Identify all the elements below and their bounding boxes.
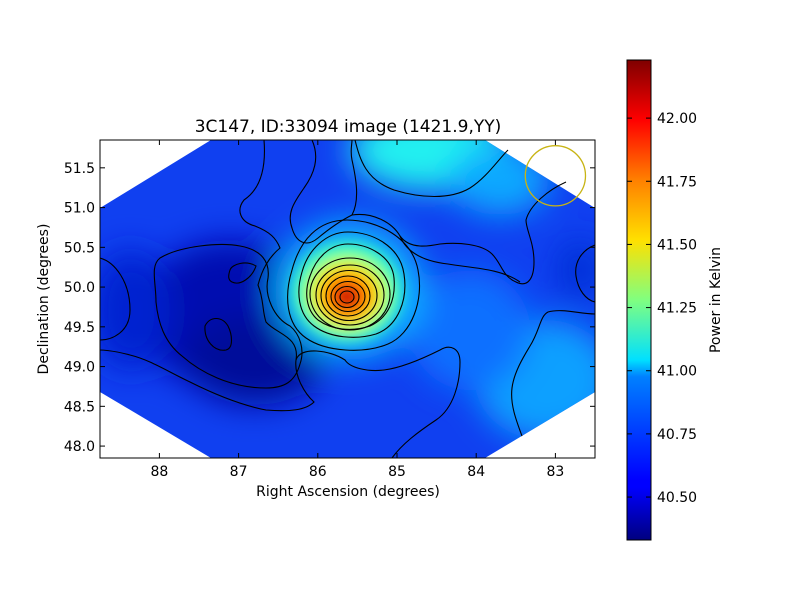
y-tick-label: 50.5: [64, 240, 95, 256]
colorbar-ticks: 40.50 40.75 41.00 41.25 41.50 41.75 42.00: [627, 111, 697, 506]
y-tick-label: 51.0: [64, 201, 95, 217]
y-axis-label: Declination (degrees): [36, 224, 52, 375]
y-axis-ticks: 48.0 48.5 49.0 49.5 50.0 50.5 51.0 51.5: [64, 161, 595, 455]
colorbar-tick-label: 41.50: [657, 237, 697, 253]
colorbar-tick-label: 40.50: [657, 490, 697, 506]
x-tick-label: 88: [150, 464, 168, 480]
colorbar-label: Power in Kelvin: [708, 247, 724, 353]
beam-circle: [524, 145, 587, 207]
colorbar-tick-label: 41.75: [657, 174, 697, 190]
colorbar: 40.50 40.75 41.00 41.25 41.50 41.75 42.00 Powe…: [626, 59, 724, 541]
y-tick-label: 49.0: [64, 360, 95, 376]
y-tick-label: 50.0: [64, 280, 95, 296]
colorbar-tick-label: 40.75: [657, 427, 697, 443]
contour-lines: [100, 140, 595, 458]
x-tick-label: 87: [230, 464, 248, 480]
plot-frame: [99, 139, 596, 459]
y-tick-label: 49.5: [64, 320, 95, 336]
x-axis-label: Right Ascension (degrees): [256, 484, 440, 500]
y-tick-label: 48.5: [64, 399, 95, 415]
colorbar-gradient: [626, 59, 652, 541]
y-tick-label: 51.5: [64, 161, 95, 177]
y-tick-label: 48.0: [64, 439, 95, 455]
chart-title: 3C147, ID:33094 image (1421.9,YY): [195, 117, 502, 137]
colorbar-tick-label: 41.00: [657, 364, 697, 380]
x-tick-label: 83: [546, 464, 564, 480]
x-tick-label: 85: [388, 464, 406, 480]
x-tick-label: 84: [467, 464, 485, 480]
colorbar-tick-label: 41.25: [657, 301, 697, 317]
x-axis-ticks: 88 87 86 85 84 83: [150, 140, 564, 480]
x-tick-label: 86: [309, 464, 327, 480]
colorbar-tick-label: 42.00: [657, 111, 697, 127]
